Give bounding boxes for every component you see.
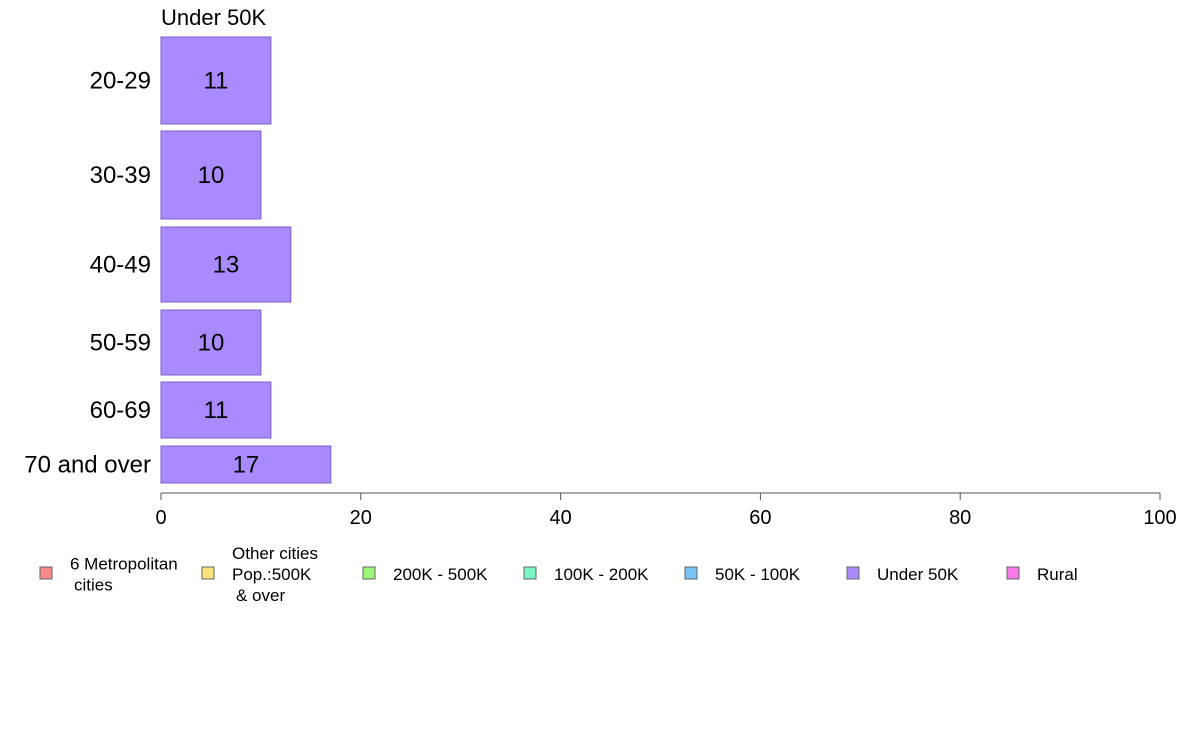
bar-70-and-over	[160, 445, 332, 484]
category-label: 50-59	[90, 330, 151, 357]
category-label: 70 and over	[24, 452, 151, 479]
legend-label: 200K - 500K	[393, 565, 488, 584]
legend: 6 Metropolitan cities Other cities Pop.:500…	[39, 544, 1078, 605]
legend-label: 100K - 200K	[554, 565, 649, 584]
data-label: 10	[198, 330, 225, 357]
chart-title: Under 50K	[161, 5, 267, 30]
legend-item: Under 50K	[846, 565, 959, 584]
category-label: 20-29	[90, 68, 151, 95]
x-axis: 0 20 40 60 80 100	[155, 492, 1177, 529]
legend-item: Other cities Pop.:500K & over	[201, 544, 318, 605]
legend-swatch	[1006, 566, 1020, 580]
data-label: 11	[203, 68, 228, 95]
legend-item: 6 Metropolitan cities	[39, 555, 178, 595]
bar-40-49	[160, 226, 292, 303]
legend-swatch	[39, 566, 53, 580]
legend-item: Rural	[1006, 565, 1078, 584]
legend-label: Other cities Pop.:500K & over	[232, 544, 318, 605]
x-tick-label: 40	[549, 507, 571, 529]
legend-item: 200K - 500K	[362, 565, 488, 584]
data-label: 11	[203, 397, 228, 424]
x-tick-label: 20	[350, 507, 372, 529]
bars-group: 11 20-29 10 30-39 13 40-49 10 50-59 11 60-69 17 70 …	[24, 36, 332, 484]
legend-swatch	[846, 566, 860, 580]
legend-label: Under 50K	[877, 565, 959, 584]
legend-swatch	[684, 566, 698, 580]
category-label: 60-69	[90, 397, 151, 424]
bar-20-29	[160, 36, 272, 125]
category-label: 30-39	[90, 162, 151, 189]
x-tick-label: 100	[1143, 507, 1176, 529]
legend-swatch	[201, 566, 215, 580]
legend-item: 100K - 200K	[523, 565, 649, 584]
bar-50-59	[160, 309, 262, 376]
x-tick-label: 0	[155, 507, 166, 529]
x-tick-label: 60	[749, 507, 771, 529]
legend-label: Rural	[1037, 565, 1078, 584]
bar-60-69	[160, 381, 272, 439]
legend-label: 6 Metropolitan cities	[70, 555, 178, 595]
data-label: 13	[213, 252, 240, 279]
data-label: 10	[198, 162, 225, 189]
legend-swatch	[362, 566, 376, 580]
bar-30-39	[160, 130, 262, 220]
legend-item: 50K - 100K	[684, 565, 801, 584]
category-label: 40-49	[90, 252, 151, 279]
legend-swatch	[523, 566, 537, 580]
data-label: 17	[233, 452, 260, 479]
legend-label: 50K - 100K	[715, 565, 801, 584]
x-tick-label: 80	[949, 507, 971, 529]
